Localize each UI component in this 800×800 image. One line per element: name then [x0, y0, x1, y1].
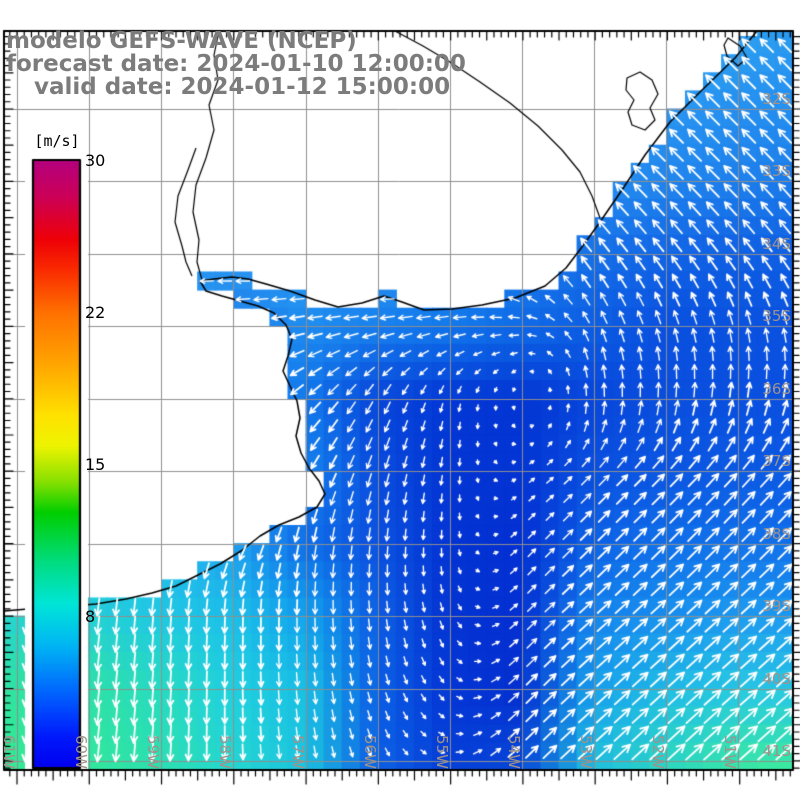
colorbar-tick-label: 30: [85, 151, 106, 170]
lat-label: 33S: [762, 162, 791, 180]
lon-label: 55W: [433, 735, 451, 769]
model-title: modelo GEFS-WAVE (NCEP): [6, 28, 357, 54]
lon-label: 54W: [505, 735, 523, 769]
colorbar-tick-label: 8: [85, 607, 96, 626]
lon-label: 57W: [289, 735, 307, 769]
lat-label: 35S: [762, 307, 791, 325]
lon-label: 52W: [649, 735, 667, 769]
lat-label: 37S: [762, 452, 791, 470]
forecast-date-line: forecast date: 2024-01-10 12:00:00: [6, 51, 466, 77]
lat-label: 38S: [762, 525, 791, 543]
lon-label: 58W: [216, 735, 234, 769]
lon-label: 60W: [72, 735, 90, 769]
lat-label: 32S: [762, 90, 791, 108]
colorbar-unit-label: [m/s]: [34, 132, 80, 150]
lon-label: 51W: [721, 735, 739, 769]
lon-label: 53W: [577, 735, 595, 769]
lon-label: 61W: [0, 735, 18, 769]
valid-date-line: valid date: 2024-01-12 15:00:00: [34, 74, 451, 100]
lat-label: 39S: [762, 597, 791, 615]
lat-label: 40S: [762, 670, 791, 688]
colorbar-tick-label: 22: [85, 303, 106, 322]
lat-label: 34S: [762, 235, 791, 253]
lat-label: 36S: [762, 380, 791, 398]
lon-label: 59W: [144, 735, 162, 769]
colorbar-tick-label: 15: [85, 455, 106, 474]
lon-label: 56W: [361, 735, 379, 769]
lat-label: 41S: [762, 742, 791, 760]
